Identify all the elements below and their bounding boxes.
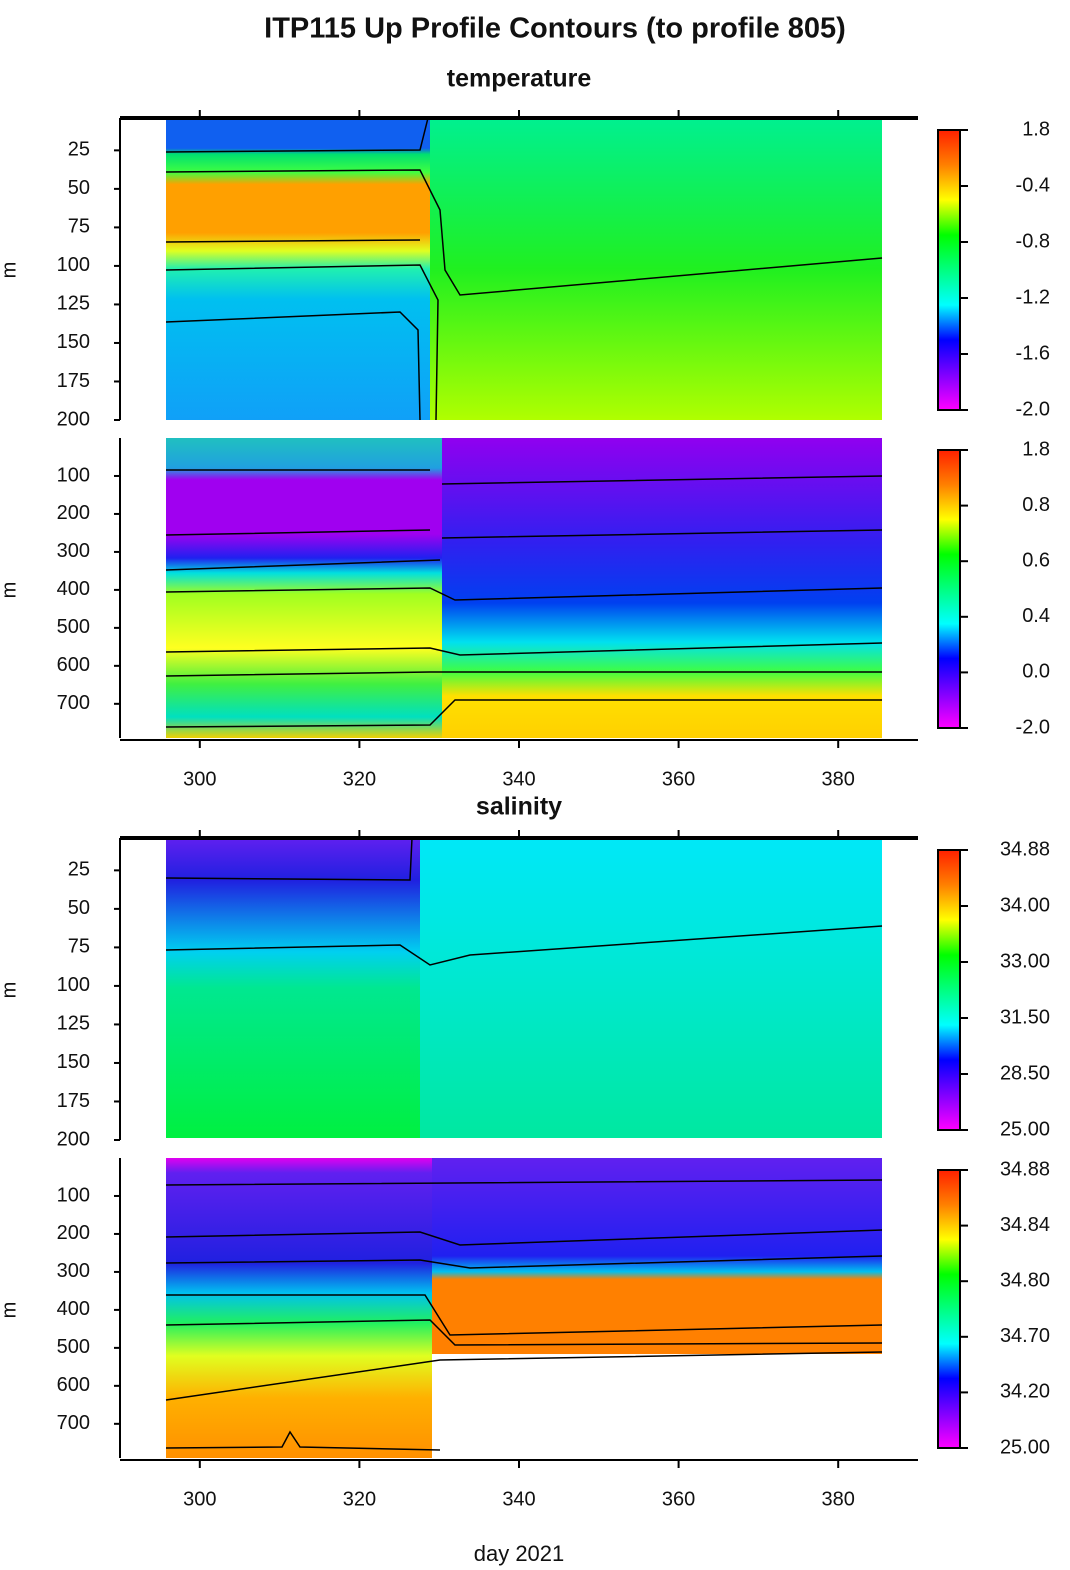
- y-tick-label: 300: [57, 540, 90, 562]
- subtitle: temperature: [447, 65, 592, 93]
- x-tick-label: 340: [502, 768, 535, 790]
- colorbar-label: 34.00: [1000, 894, 1050, 916]
- y-tick-label: 150: [57, 1051, 90, 1073]
- x-tick-label: 380: [822, 1488, 855, 1510]
- y-tick-label: 25: [68, 139, 90, 161]
- colorbar-label: 28.50: [1000, 1062, 1050, 1084]
- colorbar-label: 0.8: [1022, 494, 1050, 516]
- y-tick-label: 175: [57, 1090, 90, 1112]
- colorbar-label: 0.4: [1022, 605, 1050, 627]
- field: [166, 118, 882, 1458]
- y-tick-label: 175: [57, 370, 90, 392]
- colorbar-label: -1.6: [1016, 342, 1050, 364]
- colorbar-label: 25.00: [1000, 1118, 1050, 1140]
- colorbar: [937, 1169, 961, 1449]
- colorbar-label: -1.2: [1016, 286, 1050, 308]
- y-axis-label: m: [0, 1302, 20, 1319]
- y-tick-label: 700: [57, 1412, 90, 1434]
- colorbar-label: 34.20: [1000, 1381, 1050, 1403]
- colorbar-label: 0.6: [1022, 549, 1050, 571]
- y-tick-label: 100: [57, 464, 90, 486]
- chart-title: ITP115 Up Profile Contours (to profile 8…: [264, 13, 846, 45]
- y-axis-label: m: [0, 582, 20, 599]
- colorbar: [937, 449, 961, 729]
- colorbar-label: 25.00: [1000, 1436, 1050, 1458]
- y-tick-label: 600: [57, 1374, 90, 1396]
- y-tick-label: 75: [68, 936, 90, 958]
- y-tick-label: 200: [57, 1222, 90, 1244]
- y-tick-label: 400: [57, 1298, 90, 1320]
- colorbar: [937, 849, 961, 1131]
- x-tick-label: 360: [662, 1488, 695, 1510]
- contour-lines: [165, 117, 883, 1451]
- y-tick-label: 500: [57, 616, 90, 638]
- y-tick-label: 200: [57, 1128, 90, 1150]
- colorbar-label: 34.80: [1000, 1269, 1050, 1291]
- colorbar-label: 31.50: [1000, 1006, 1050, 1028]
- x-tick-label: 340: [502, 1488, 535, 1510]
- colorbar-label: -0.4: [1016, 174, 1050, 196]
- colorbar-label: 1.8: [1022, 438, 1050, 460]
- colorbar-label: -2.0: [1016, 398, 1050, 420]
- x-tick-label: 380: [822, 768, 855, 790]
- colorbar-label: 1.8: [1022, 118, 1050, 140]
- y-tick-label: 400: [57, 578, 90, 600]
- colorbar-label: 34.70: [1000, 1325, 1050, 1347]
- y-tick-label: 100: [57, 254, 90, 276]
- y-axis-label: m: [0, 262, 20, 279]
- subtitle: salinity: [476, 793, 562, 821]
- y-tick-label: 300: [57, 1260, 90, 1282]
- y-tick-label: 50: [68, 897, 90, 919]
- y-tick-label: 125: [57, 293, 90, 315]
- colorbar-label: -2.0: [1016, 716, 1050, 738]
- colorbar: [937, 129, 961, 411]
- y-tick-label: 100: [57, 1184, 90, 1206]
- x-tick-label: 300: [183, 1488, 216, 1510]
- colorbar-label: 33.00: [1000, 950, 1050, 972]
- y-tick-label: 200: [57, 408, 90, 430]
- x-tick-label: 300: [183, 768, 216, 790]
- colorbar-label: 34.88: [1000, 838, 1050, 860]
- x-tick-label: 360: [662, 768, 695, 790]
- x-tick-label: 320: [343, 768, 376, 790]
- y-tick-label: 75: [68, 216, 90, 238]
- y-tick-label: 200: [57, 502, 90, 524]
- x-tick-label: 320: [343, 1488, 376, 1510]
- y-tick-label: 50: [68, 177, 90, 199]
- y-tick-label: 125: [57, 1013, 90, 1035]
- y-tick-label: 150: [57, 331, 90, 353]
- y-axis-label: m: [0, 982, 20, 999]
- y-tick-label: 600: [57, 654, 90, 676]
- y-tick-label: 100: [57, 974, 90, 996]
- colorbar-label: 34.84: [1000, 1214, 1050, 1236]
- colorbar-label: 34.88: [1000, 1158, 1050, 1180]
- x-axis-label: day 2021: [474, 1541, 565, 1566]
- y-tick-label: 700: [57, 692, 90, 714]
- colorbar-label: 0.0: [1022, 661, 1050, 683]
- y-tick-label: 500: [57, 1336, 90, 1358]
- colorbar-label: -0.8: [1016, 230, 1050, 252]
- y-tick-label: 25: [68, 859, 90, 881]
